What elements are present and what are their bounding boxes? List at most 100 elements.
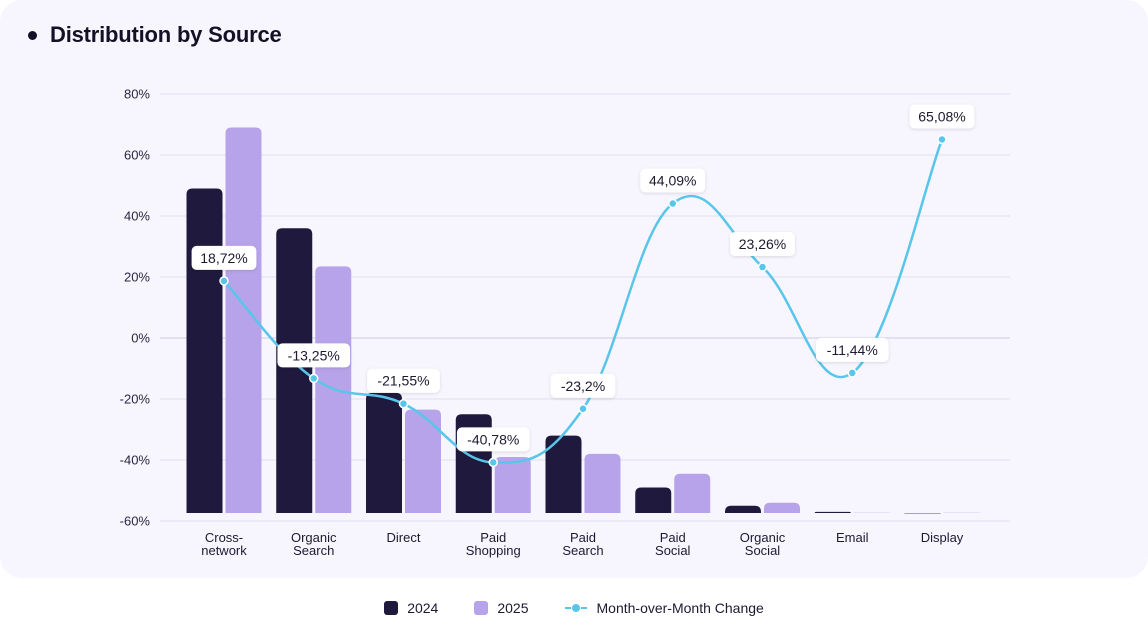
change-label-text: -21,55% [377,373,429,389]
change-line [219,134,947,468]
legend-swatch-2025 [474,601,489,615]
legend-item-2024[interactable]: 2024 [384,600,438,616]
x-tick-label-line: Paid [660,530,686,545]
change-label-text: 65,08% [918,109,965,125]
bar-2025[interactable] [764,502,800,513]
x-tick-label-line: Paid [570,530,596,545]
change-point[interactable] [757,262,768,272]
x-tick-label: Display [921,530,964,545]
change-label: -21,55% [367,368,440,393]
y-tick-label: 60% [124,148,150,163]
x-tick-label: Direct [387,530,421,545]
x-tick-label-line: Display [921,530,964,545]
change-point[interactable] [488,457,498,468]
change-label-text: 23,26% [739,236,786,252]
x-tick-label: Cross-network [201,530,247,558]
legend-label-change: Month-over-Month Change [596,600,764,616]
change-label-box [191,245,257,270]
y-tick-label: 20% [124,270,150,285]
y-tick-label: -40% [120,453,151,468]
x-tick-label: Organic Search [291,530,337,558]
y-tick-label: 40% [124,209,150,224]
bar-2025[interactable] [494,456,531,513]
change-label: 23,26% [730,232,795,257]
x-tick-label-line: Social [745,543,781,558]
legend-label-2024: 2024 [407,600,439,616]
change-label-box [277,343,351,368]
change-label-text: 44,09% [649,173,696,189]
x-tick-label-line: Shopping [466,543,521,558]
change-label-text: 18,72% [200,250,247,266]
x-tick-label-line: Cross- [205,530,243,545]
bar-2024[interactable] [814,511,851,513]
title-row: Distribution by Source [28,22,282,48]
change-point[interactable] [219,276,229,286]
change-point[interactable] [847,368,857,378]
change-label: -23,2% [550,373,616,398]
x-tick-label: Paid Shopping [466,530,521,558]
bars [186,127,980,514]
x-tick-label: Email [836,530,869,545]
y-axis: 80% 60% 40% 20% 0% -20% -40% -60% [120,87,151,529]
x-tick-label: Organic Social [740,530,786,558]
chart-title: Distribution by Source [50,22,282,47]
change-label-text: -13,25% [288,347,340,363]
bar-2024[interactable] [545,435,582,513]
bar-2025[interactable] [225,127,262,514]
legend-item-2025[interactable]: 2025 [474,600,529,616]
change-label-text: -23,2% [561,378,605,394]
x-tick-label-line: Email [836,530,869,545]
change-label-box [909,104,975,129]
legend: 2024 2025 Month-over-Month Change [0,600,1148,616]
change-labels: 18,72% -13,25% -21,55% -40,78% -23,2% 44,09% 2… [191,104,975,452]
bar-2025[interactable] [674,473,711,513]
change-label-text: -11,44% [827,342,878,358]
legend-swatch-2024 [384,601,399,615]
change-label-box [730,232,795,257]
x-tick-label-line: Social [655,543,691,558]
y-tick-label: 80% [124,87,150,102]
change-label-text: -40,78% [467,431,519,447]
x-tick-label-line: Organic [291,530,337,545]
x-tick-label-line: Search [562,543,603,558]
change-point[interactable] [309,373,319,384]
y-tick-label: -20% [120,392,151,407]
change-label-box [456,427,530,452]
legend-swatch-change [564,603,587,613]
x-tick-label-line: Search [293,543,334,558]
y-tick-label: -60% [120,514,151,529]
bar-2025[interactable] [584,453,621,513]
bar-2024[interactable] [186,188,223,514]
change-label-box [367,368,440,393]
change-label-box [550,373,616,398]
change-label: -40,78% [456,427,530,452]
x-tick-label: Paid Search [562,530,603,558]
legend-item-change[interactable]: Month-over-Month Change [564,600,764,616]
legend-label-2025: 2025 [497,600,529,616]
x-tick-label-line: Direct [387,530,421,545]
change-label: 65,08% [909,104,975,129]
change-label: -11,44% [815,337,889,362]
change-point[interactable] [937,134,947,145]
change-label-box [815,337,889,362]
bar-2024[interactable] [276,228,313,513]
change-label: 44,09% [640,168,706,193]
change-label: -13,25% [277,343,351,368]
bar-2024[interactable] [635,487,672,513]
x-tick-label-line: network [201,543,247,558]
change-label: 18,72% [191,245,257,270]
change-label-box [640,168,706,193]
bullet-icon [28,30,37,40]
change-point[interactable] [668,198,678,209]
x-tick-label-line: Paid [480,530,506,545]
y-tick-label: 0% [131,331,150,346]
bar-2024[interactable] [725,505,761,513]
x-tick-label: Paid Social [655,530,691,558]
x-tick-label-line: Organic [740,530,786,545]
change-point[interactable] [398,398,409,409]
bar-2025[interactable] [405,409,441,513]
change-point[interactable] [578,404,588,414]
bar-2024[interactable] [366,392,402,513]
